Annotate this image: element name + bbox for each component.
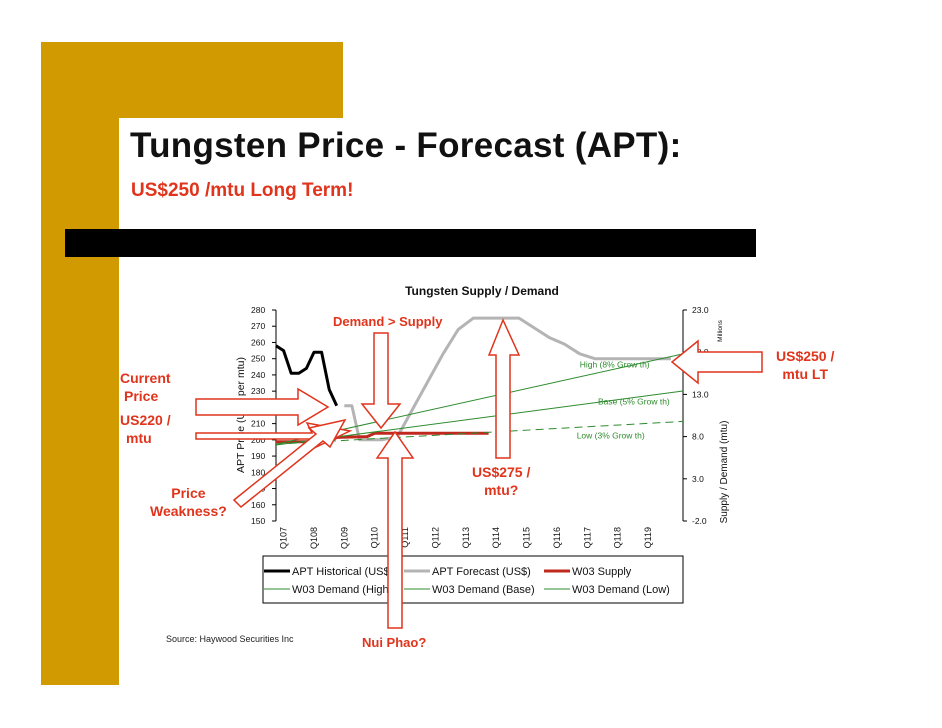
y-tick-label-right: -2.0 — [692, 516, 707, 526]
arrow-current-price — [195, 387, 330, 427]
y-tick-label-right: 8.0 — [692, 432, 704, 442]
x-tick-label: Q115 — [522, 527, 532, 548]
series-line-0 — [275, 344, 339, 407]
arrow-us250 — [670, 339, 763, 385]
title-divider-bar — [65, 229, 756, 257]
annotation-nui-phao: Nui Phao? — [362, 635, 427, 650]
legend-label: W03 Demand (Low) — [572, 584, 670, 596]
annotation-current-price-line2: Price — [124, 388, 159, 404]
y-tick-label-left: 230 — [251, 386, 265, 396]
series-growth-label: Low (3% Grow th) — [577, 430, 645, 440]
y-tick-label-left: 190 — [251, 451, 265, 461]
legend-layer: APT Historical (US$) APT Forecast (US$) W0… — [264, 566, 670, 596]
series-line-4 — [275, 390, 684, 446]
legend-label: APT Forecast (US$) — [432, 566, 531, 578]
series-growth-label: Base (5% Grow th) — [598, 397, 670, 407]
slide-subtitle: US$250 /mtu Long Term! — [131, 180, 354, 201]
y-tick-label-left: 200 — [251, 435, 265, 445]
annotation-us275-line2: mtu? — [484, 482, 519, 498]
annotation-current-price-line1: Current — [120, 370, 171, 386]
annotation-us220-line1: US220 / — [120, 412, 171, 428]
y-axis-right-label: Supply / Demand (mtu) — [719, 421, 730, 524]
series-label-layer: High (8% Grow th) Base (5% Grow th) Low (3… — [577, 359, 670, 440]
series-growth-label: High (8% Grow th) — [580, 359, 650, 369]
y-tick-label-left: 180 — [251, 467, 265, 477]
x-tick-label: Q113 — [461, 527, 471, 548]
x-tick-label: Q116 — [552, 527, 562, 548]
y-tick-label-right: 3.0 — [692, 474, 704, 484]
arrow-price-weakness — [232, 418, 347, 509]
annotation-us275: US$275 / mtu? — [472, 463, 530, 499]
x-tick-label: Q108 — [309, 527, 319, 549]
x-tick-label: Q111 — [400, 527, 410, 548]
annotation-current-price: Current Price — [120, 369, 171, 405]
annotation-us220: US220 / mtu — [120, 411, 171, 447]
x-tick-label: Q112 — [430, 527, 440, 548]
legend-label: W03 Demand (Base) — [432, 584, 535, 596]
slide-title: Tungsten Price - Forecast (APT): — [130, 126, 682, 165]
y-tick-label-left: 260 — [251, 337, 265, 347]
series-line-5 — [275, 420, 684, 445]
x-tick-label: Q107 — [279, 527, 289, 549]
y-tick-label-left: 240 — [251, 370, 265, 380]
annotation-price-weakness-line1: Price — [171, 485, 206, 501]
annotation-demand-supply: Demand > Supply — [333, 314, 443, 329]
chart-axes: 2802702602502402302202102001901801701601… — [251, 305, 709, 549]
legend-label: W03 Supply — [572, 566, 632, 578]
x-tick-label: Q117 — [582, 527, 592, 548]
series-line-1 — [344, 316, 671, 442]
y-tick-label-right: 13.0 — [692, 389, 709, 399]
chart-title: Tungsten Supply / Demand — [405, 284, 559, 298]
arrow-nui-phao — [375, 430, 415, 629]
legend-label: W03 Demand (High) — [292, 584, 392, 596]
annotation-us250: US$250 / mtu LT — [776, 347, 834, 383]
x-tick-label: Q109 — [339, 527, 349, 549]
y-tick-label-left: 160 — [251, 500, 265, 510]
arrow-demand-supply — [360, 332, 402, 430]
y-tick-label-left: 210 — [251, 419, 265, 429]
annotation-arrows — [195, 318, 763, 629]
legend-label: APT Historical (US$) — [292, 566, 393, 578]
arrow-us275 — [487, 318, 521, 459]
y-axis-right-unit: Millions — [717, 319, 724, 341]
y-tick-label-left: 150 — [251, 516, 265, 526]
x-tick-label: Q110 — [370, 527, 380, 548]
y-tick-label-left: 250 — [251, 354, 265, 364]
annotation-price-weakness: Price Weakness? — [150, 484, 227, 520]
annotation-us275-line1: US$275 / — [472, 464, 531, 480]
y-tick-label-left: 270 — [251, 321, 265, 331]
x-tick-label: Q118 — [613, 527, 623, 548]
annotation-us220-line2: mtu — [126, 430, 152, 446]
x-tick-label: Q114 — [491, 527, 501, 548]
legend-box — [262, 555, 684, 604]
y-tick-label-right: 23.0 — [692, 305, 709, 315]
annotation-us250-line1: US$250 / — [776, 348, 835, 364]
source-note: Source: Haywood Securities Inc — [166, 634, 294, 644]
y-tick-label-left: 280 — [251, 305, 265, 315]
annotation-price-weakness-line2: Weakness? — [150, 503, 227, 519]
gold-side-stripe — [41, 42, 119, 685]
x-tick-label: Q119 — [643, 527, 653, 548]
annotation-us250-line2: mtu LT — [782, 366, 828, 382]
